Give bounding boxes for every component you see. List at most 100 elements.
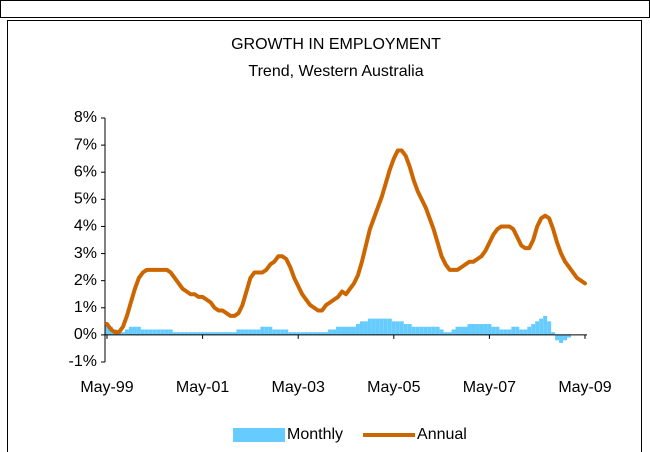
bar (224, 332, 229, 335)
bar (439, 329, 444, 335)
bar (535, 321, 540, 335)
bar (272, 329, 277, 335)
bar (128, 326, 133, 335)
bar (184, 332, 189, 335)
bar (471, 324, 476, 335)
y-tick-label: 0% (74, 326, 97, 343)
bar (312, 332, 317, 335)
bar (435, 326, 440, 335)
bar (120, 332, 125, 335)
bar (132, 326, 137, 335)
legend-swatch (233, 428, 285, 442)
bar (491, 326, 496, 335)
bar (487, 324, 492, 335)
bar (411, 326, 416, 335)
x-tick-label: May-99 (80, 379, 133, 396)
bar (256, 329, 261, 335)
bar (559, 334, 564, 344)
bar (503, 329, 508, 335)
bar (547, 321, 552, 335)
bar (216, 332, 221, 335)
bar (316, 332, 321, 335)
bar (296, 332, 301, 335)
chart-subtitle: Trend, Western Australia (248, 63, 423, 80)
bar (260, 326, 265, 335)
bar (479, 324, 484, 335)
bar (427, 326, 432, 335)
x-tick-label: May-09 (558, 379, 611, 396)
bar (387, 318, 392, 335)
bar (391, 321, 396, 335)
bar (204, 332, 209, 335)
bar (140, 329, 145, 335)
bar (419, 326, 424, 335)
bar (152, 329, 157, 335)
bar (443, 332, 448, 335)
bar (304, 332, 309, 335)
bar (527, 326, 532, 335)
bar (555, 334, 560, 341)
bar (475, 324, 480, 335)
bar (300, 332, 305, 335)
y-tick-label: 6% (74, 163, 97, 180)
bar (208, 332, 213, 335)
bar (196, 332, 201, 335)
bar (188, 332, 193, 335)
bar (455, 326, 460, 335)
bar (531, 324, 536, 335)
top-strip (0, 0, 650, 18)
bar (124, 329, 129, 335)
bar (371, 318, 376, 335)
bar (148, 329, 153, 335)
bar (359, 321, 364, 335)
bar (344, 326, 348, 335)
bar (423, 326, 428, 335)
bar (156, 329, 161, 335)
chart-title: GROWTH IN EMPLOYMENT (231, 36, 441, 53)
bar (507, 329, 512, 335)
y-tick-label: 7% (74, 136, 97, 153)
bar (324, 332, 329, 335)
y-tick-label: 4% (74, 218, 97, 235)
bar (367, 318, 372, 335)
bar (495, 326, 500, 335)
bar (164, 329, 169, 335)
bar (232, 332, 237, 335)
bar (351, 326, 356, 335)
bar (280, 329, 285, 335)
bar (399, 321, 404, 335)
legend-label: Monthly (287, 426, 343, 443)
bar (268, 326, 273, 335)
bar (403, 324, 408, 335)
y-tick-label: 3% (74, 245, 97, 262)
bar (220, 332, 225, 335)
bar (144, 329, 149, 335)
y-tick-label: 2% (74, 272, 97, 289)
bar (463, 326, 468, 335)
bar (248, 329, 253, 335)
bar (328, 329, 333, 335)
y-tick-label: -1% (69, 353, 97, 370)
bar (431, 326, 436, 335)
bar (407, 324, 412, 335)
x-tick-label: May-03 (272, 379, 325, 396)
bar (168, 329, 173, 335)
bar (347, 326, 352, 335)
bar (200, 332, 205, 335)
bar (264, 326, 269, 335)
bar (136, 326, 141, 335)
bar (567, 334, 572, 338)
bar (212, 332, 217, 335)
bar (176, 332, 181, 335)
bar (288, 332, 293, 335)
bar (355, 324, 360, 335)
bar (375, 318, 380, 335)
bar (252, 329, 257, 335)
bar (467, 324, 472, 335)
bar (383, 318, 388, 335)
bar (308, 332, 313, 335)
bar (284, 329, 289, 335)
x-tick-label: May-05 (367, 379, 420, 396)
